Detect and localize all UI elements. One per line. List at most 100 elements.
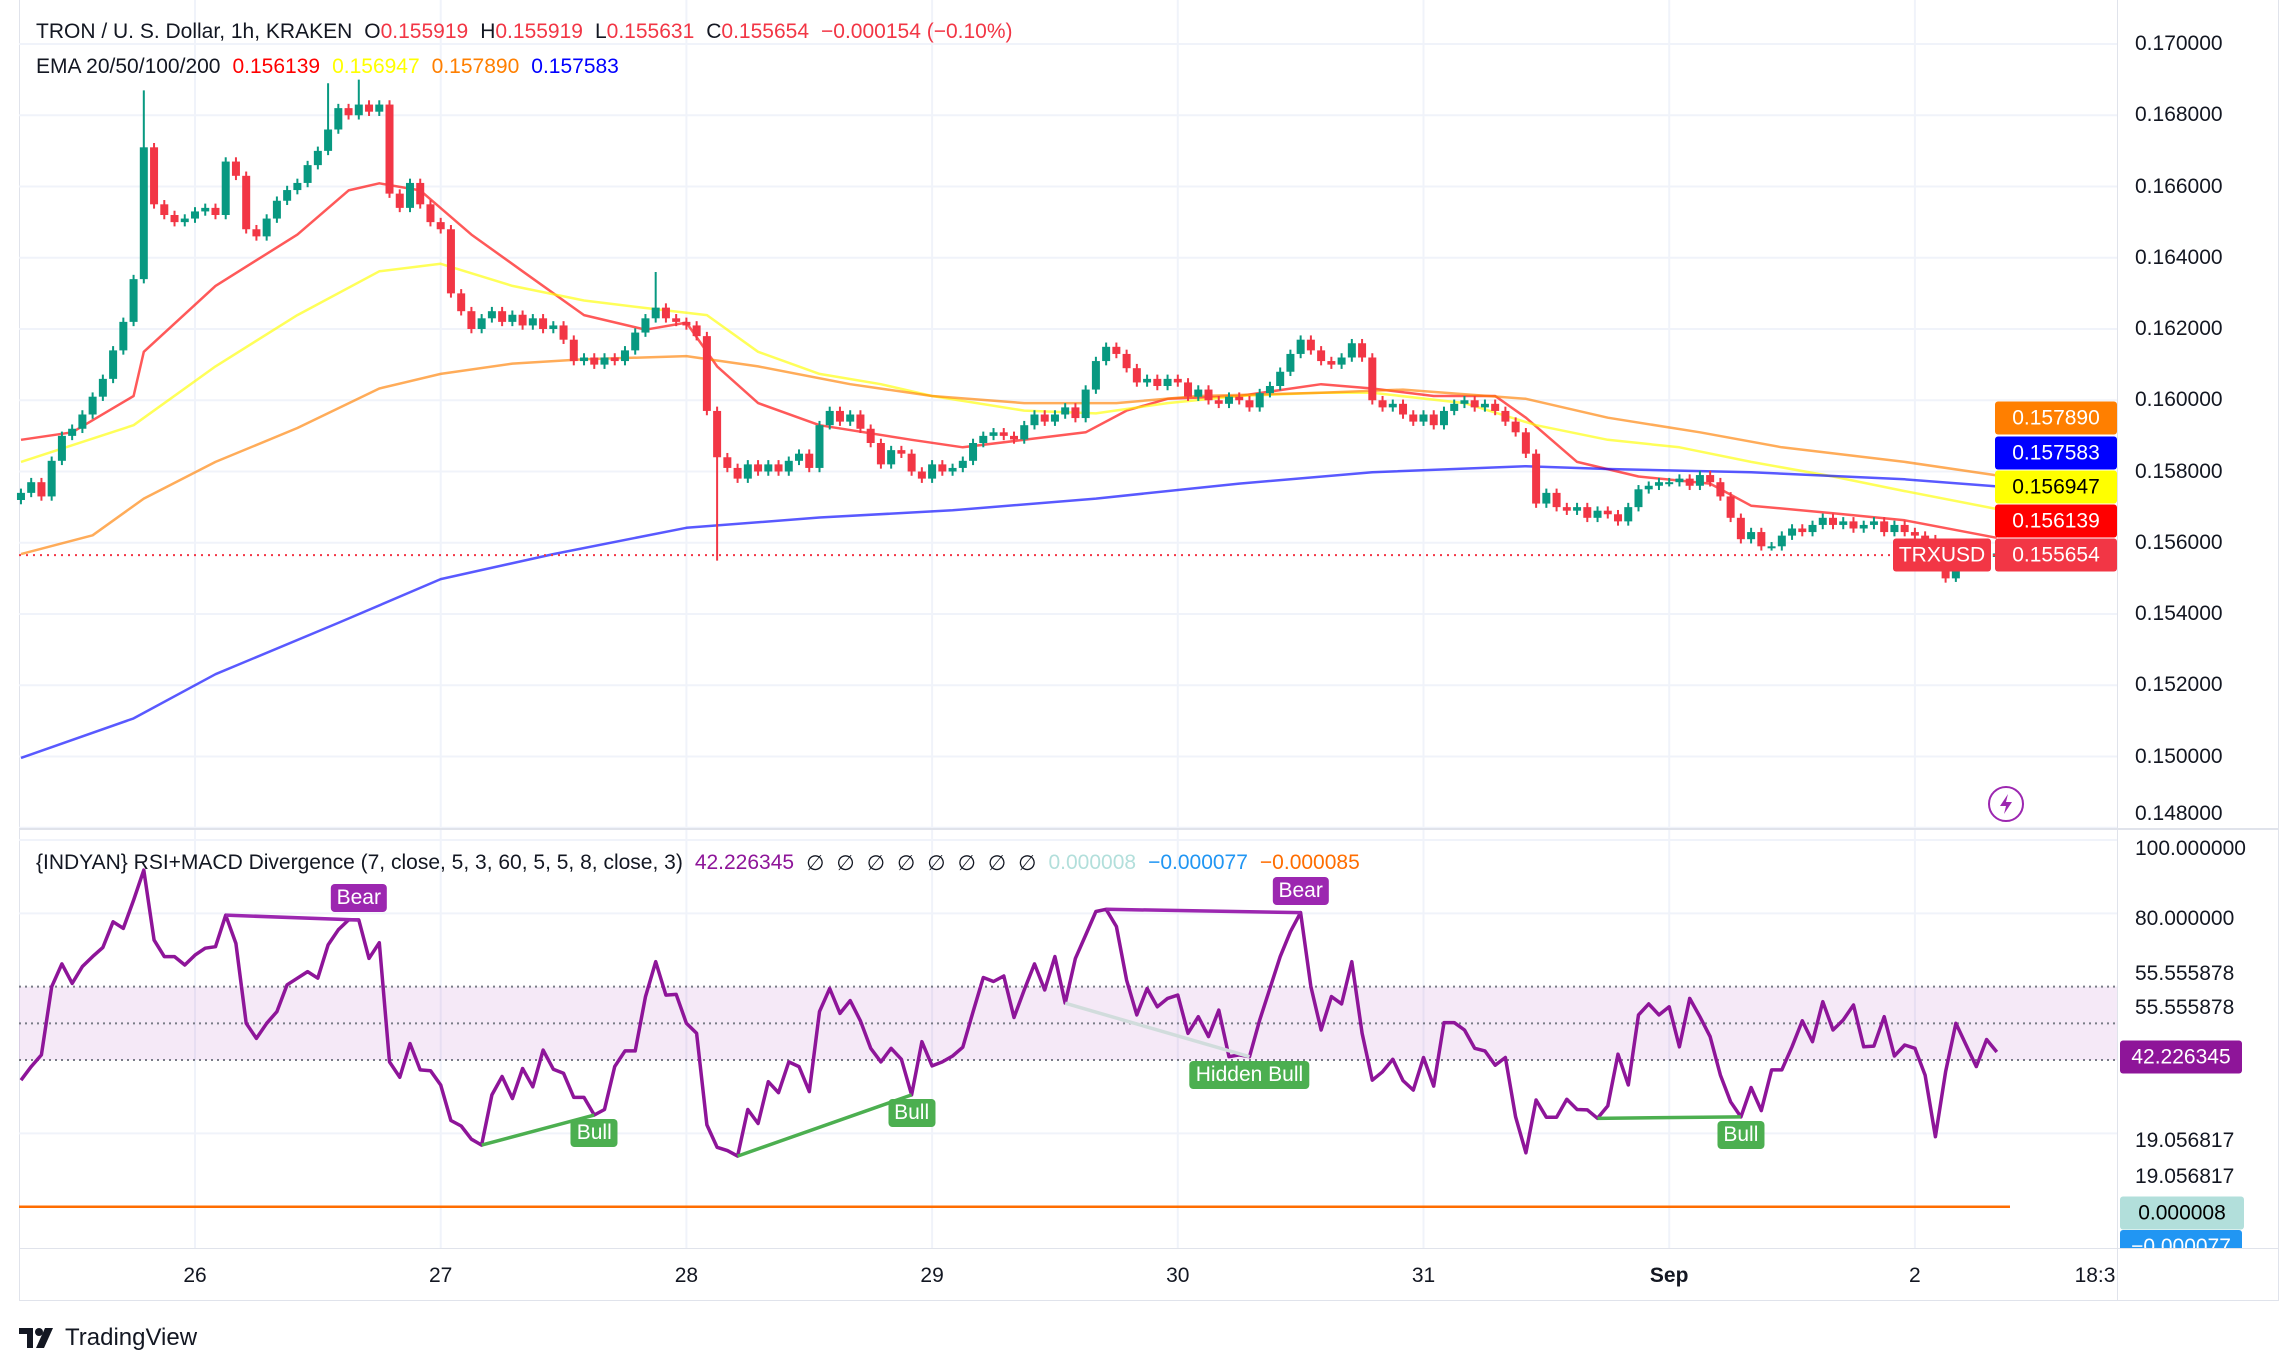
macd-value-label: −0.000077 [2120, 1230, 2242, 1248]
candle-body [1091, 361, 1100, 390]
candle-body [1818, 517, 1827, 525]
candle-body [723, 457, 732, 468]
candle [1030, 410, 1039, 430]
candle-body [580, 357, 589, 362]
candle [764, 460, 773, 476]
candle-body [1399, 403, 1408, 415]
candle [68, 424, 77, 441]
indicator-pane[interactable] [0, 830, 2117, 1248]
candle-body [1675, 478, 1684, 483]
time-axis-label: 2 [1909, 1264, 1921, 1287]
indicator-legend[interactable]: {INDYAN} RSI+MACD Divergence (7, close, … [36, 851, 1360, 876]
candle-body [1614, 514, 1623, 522]
candle [1757, 527, 1766, 551]
candle-body [283, 190, 292, 201]
candle [1419, 410, 1428, 426]
candle-body [1409, 414, 1418, 422]
candle-body [180, 218, 189, 223]
candle-body [1388, 403, 1397, 408]
candle-body [692, 325, 701, 337]
pane-divider[interactable] [19, 828, 2279, 830]
macd-histogram-label: 0.000008 [2120, 1196, 2244, 1230]
candle [1624, 502, 1633, 526]
candle [1644, 481, 1653, 494]
candle [887, 445, 896, 469]
candle-body [1583, 507, 1592, 518]
ema200-value: 0.157583 [531, 55, 619, 78]
symbol-title: TRON / U. S. Dollar, 1h, KRAKEN [36, 20, 353, 43]
candle-body [1747, 532, 1756, 540]
candle [231, 157, 240, 181]
candle-body [1890, 524, 1899, 533]
candle [98, 374, 107, 401]
candle [1603, 506, 1612, 519]
price-pane[interactable] [0, 0, 2117, 829]
candle [1276, 367, 1285, 391]
candle-body [815, 425, 824, 468]
candle [795, 449, 804, 466]
ema100-value: 0.157890 [431, 55, 520, 78]
candle-body [129, 279, 138, 322]
candle [1798, 524, 1807, 537]
symbol-legend[interactable]: TRON / U. S. Dollar, 1h, KRAKEN O 0.15591… [36, 20, 1013, 44]
candle [528, 314, 537, 330]
candle-body [887, 450, 896, 465]
candle [1061, 403, 1070, 419]
time-axis-divider [19, 1248, 2279, 1249]
candle [1685, 474, 1694, 491]
candle [846, 410, 855, 426]
candle [119, 317, 128, 355]
candle-body [969, 443, 978, 461]
candle-body [1593, 510, 1602, 518]
candle [1890, 520, 1899, 537]
candle-body [375, 104, 384, 112]
candle [938, 460, 947, 476]
candle [139, 90, 148, 284]
candle-body [1859, 524, 1868, 529]
candle [88, 392, 97, 419]
candle [1204, 385, 1213, 405]
candle-body [211, 207, 220, 215]
candle [1265, 381, 1274, 398]
candle [600, 353, 609, 369]
candle [1573, 502, 1582, 515]
candle-body [1419, 414, 1428, 422]
candle [569, 335, 578, 366]
empty-value: ∅ [927, 852, 946, 875]
candle-body [1685, 478, 1694, 486]
tradingview-logo[interactable]: TradingView [19, 1324, 197, 1352]
candle [324, 83, 333, 156]
candle-body [754, 464, 763, 472]
candle-body [1265, 386, 1274, 394]
candle-body [1327, 361, 1336, 365]
candle-body [1716, 482, 1725, 497]
candle [1859, 520, 1868, 533]
time-axis-label: Sep [1649, 1264, 1689, 1287]
candle [1317, 346, 1326, 366]
candle [1829, 513, 1837, 530]
candle-body [1245, 400, 1254, 408]
candle [436, 217, 445, 234]
time-axis-label: 26 [183, 1264, 207, 1287]
candle [1184, 378, 1193, 401]
candle-body [1501, 410, 1510, 422]
candle-body [201, 207, 210, 212]
ema50-line [20, 262, 1998, 511]
price-axis-tick: 0.148000 [2135, 801, 2223, 825]
candle-body [334, 108, 343, 130]
candle-body [1665, 482, 1674, 485]
candle-body [1276, 371, 1285, 386]
candle [856, 410, 865, 434]
candle-body [47, 460, 56, 497]
time-axis-label: 29 [920, 1264, 944, 1287]
empty-value: ∅ [836, 852, 855, 875]
candle [1788, 524, 1797, 540]
lightning-icon[interactable] [1987, 785, 2025, 823]
rsi-value: 42.226345 [694, 851, 795, 874]
candle [999, 428, 1008, 441]
candle [866, 424, 875, 448]
ema-legend[interactable]: EMA 20/50/100/200 0.156139 0.156947 0.15… [36, 55, 619, 79]
candle [1552, 488, 1561, 512]
candle [201, 203, 210, 216]
candle [487, 306, 496, 323]
